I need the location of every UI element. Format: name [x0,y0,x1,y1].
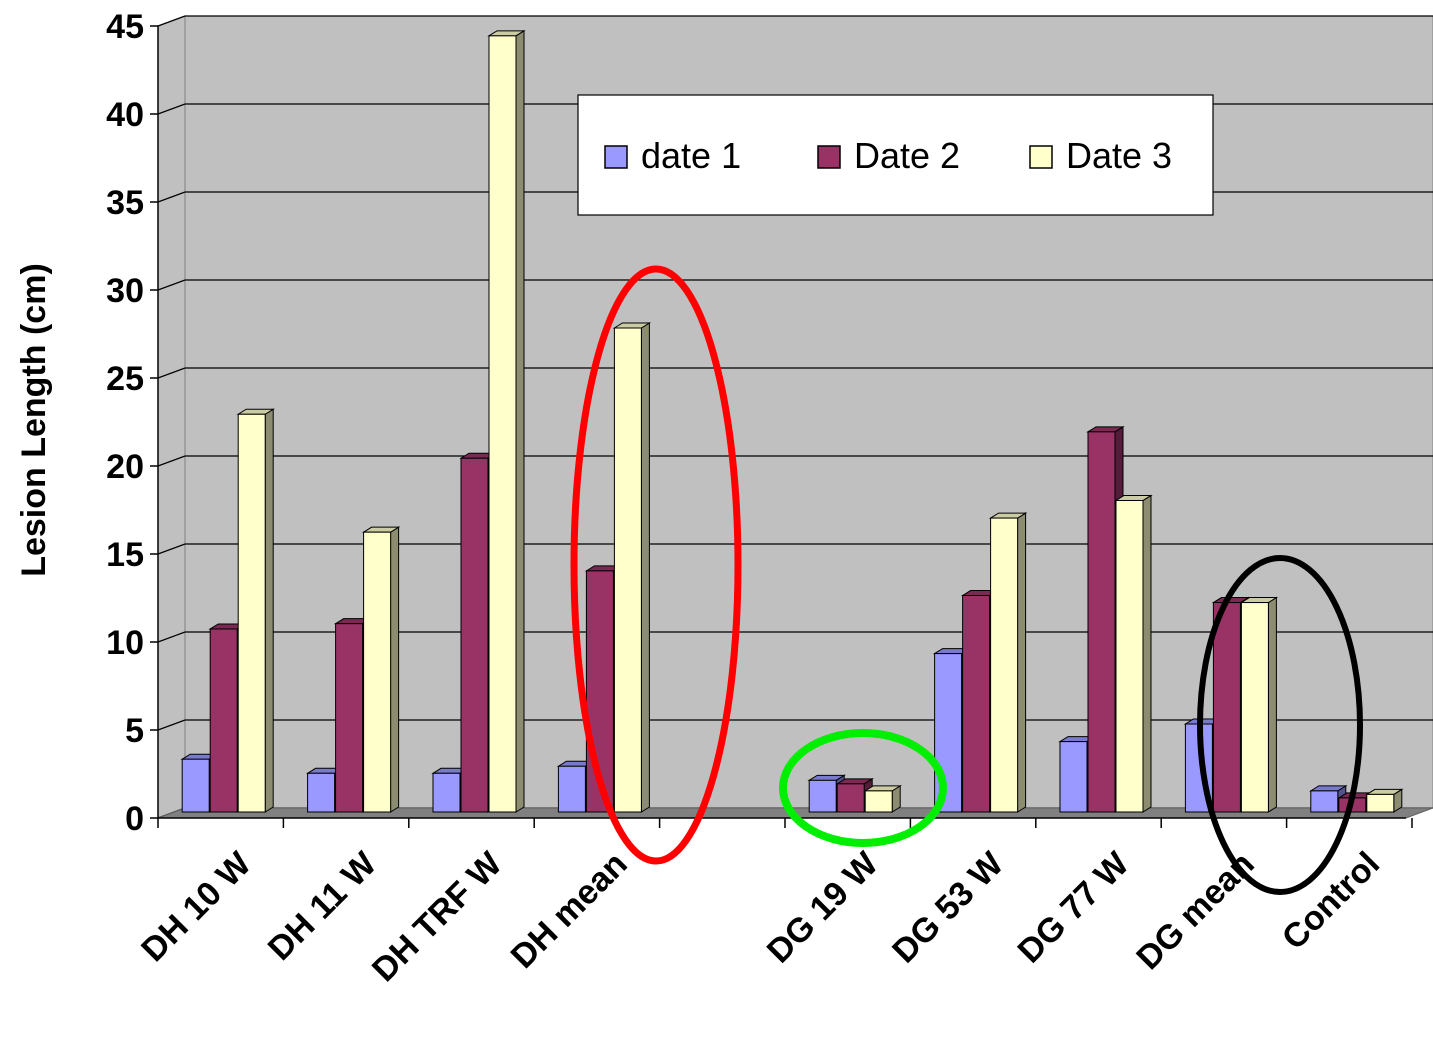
bar-front [613,327,642,813]
annotation-ellipse [779,729,947,847]
y-tick-labels: 0 5 10 15 20 25 30 35 40 45 [106,8,144,838]
bar-front [432,772,461,813]
annotations [570,265,1363,895]
bar [361,526,401,813]
legend-label: Date 3 [1066,135,1172,176]
bar-side [1142,494,1152,813]
x-tick-label: DG 77 W [1011,844,1137,970]
bar-front [836,783,865,813]
bar [612,322,652,813]
bar-side [264,408,274,813]
bar [487,29,526,813]
bar-front [1059,741,1088,813]
bar [988,512,1028,813]
bar-front [335,623,364,813]
bar [1365,788,1404,813]
bar-front [237,413,266,813]
bar-front [1115,499,1144,813]
y-tick-label: 15 [106,536,144,574]
legend-swatch [817,145,841,169]
bar-front [934,653,963,813]
bars [180,29,1404,813]
y-tick-label: 20 [106,448,144,486]
bar-side [390,526,400,813]
y-tick-label: 10 [106,624,144,662]
x-tick-label: DH TRF W [365,844,510,989]
legend: date 1 Date 2 Date 3 [577,94,1214,216]
bar-front [363,531,392,813]
bar-front [488,35,517,813]
x-tick-label: DG mean [1129,845,1261,977]
gridline [157,279,1433,291]
x-tick-label: DH mean [504,845,635,976]
gridline [157,455,1433,467]
bar-front [990,517,1019,813]
legend-swatch [1029,145,1053,169]
x-tick-label: DG 53 W [885,844,1011,970]
y-tick-label: 40 [106,96,144,134]
bar-front [557,765,586,813]
bar-side [1017,512,1027,813]
bar [863,784,902,813]
bar-side [1267,596,1277,813]
gridline [157,367,1433,379]
bar [1239,596,1279,813]
axes [150,25,1413,828]
legend-box [577,94,1214,216]
y-tick-label: 5 [125,712,144,750]
bar-front [962,595,991,813]
bar-front [1240,602,1269,813]
legend-swatch [604,145,628,169]
bar-front [1310,790,1339,813]
x-tick-labels: DH 10 W DH 11 WDH TRF WDH mean DG 19 W DG 5… [134,844,1387,989]
bar [1114,494,1153,813]
bar-front [460,457,489,813]
x-tick-label: DH 10 W [134,844,259,969]
gridline [157,15,1433,27]
bar [236,408,275,813]
x-tick-label: Control [1275,845,1387,957]
y-axis-label: Lesion Length (cm) [15,263,53,577]
bar-side [640,322,650,813]
legend-label: date 1 [641,135,741,176]
y-tick-label: 30 [106,272,144,310]
y-tick-label: 0 [125,800,144,838]
x-tick-label: DH 11 W [261,844,385,968]
bar-side [515,29,525,813]
bar-front [1366,793,1395,813]
annotation-ellipse [570,265,742,865]
y-tick-label: 35 [106,184,144,222]
legend-label: Date 2 [854,135,960,176]
gridlines [157,15,1433,819]
bar-front [864,790,893,813]
annotation-ellipse [1197,555,1363,895]
bar-front [307,772,336,813]
y-tick-label: 25 [106,360,144,398]
y-tick-label: 45 [106,8,144,46]
x-tick-label: DG 19 W [760,844,886,970]
side-wall [157,15,186,819]
bar-front [1212,602,1241,813]
bar-front [808,779,837,813]
bar-front [209,628,238,813]
bar-front [181,758,210,813]
bar-front [1087,431,1116,813]
